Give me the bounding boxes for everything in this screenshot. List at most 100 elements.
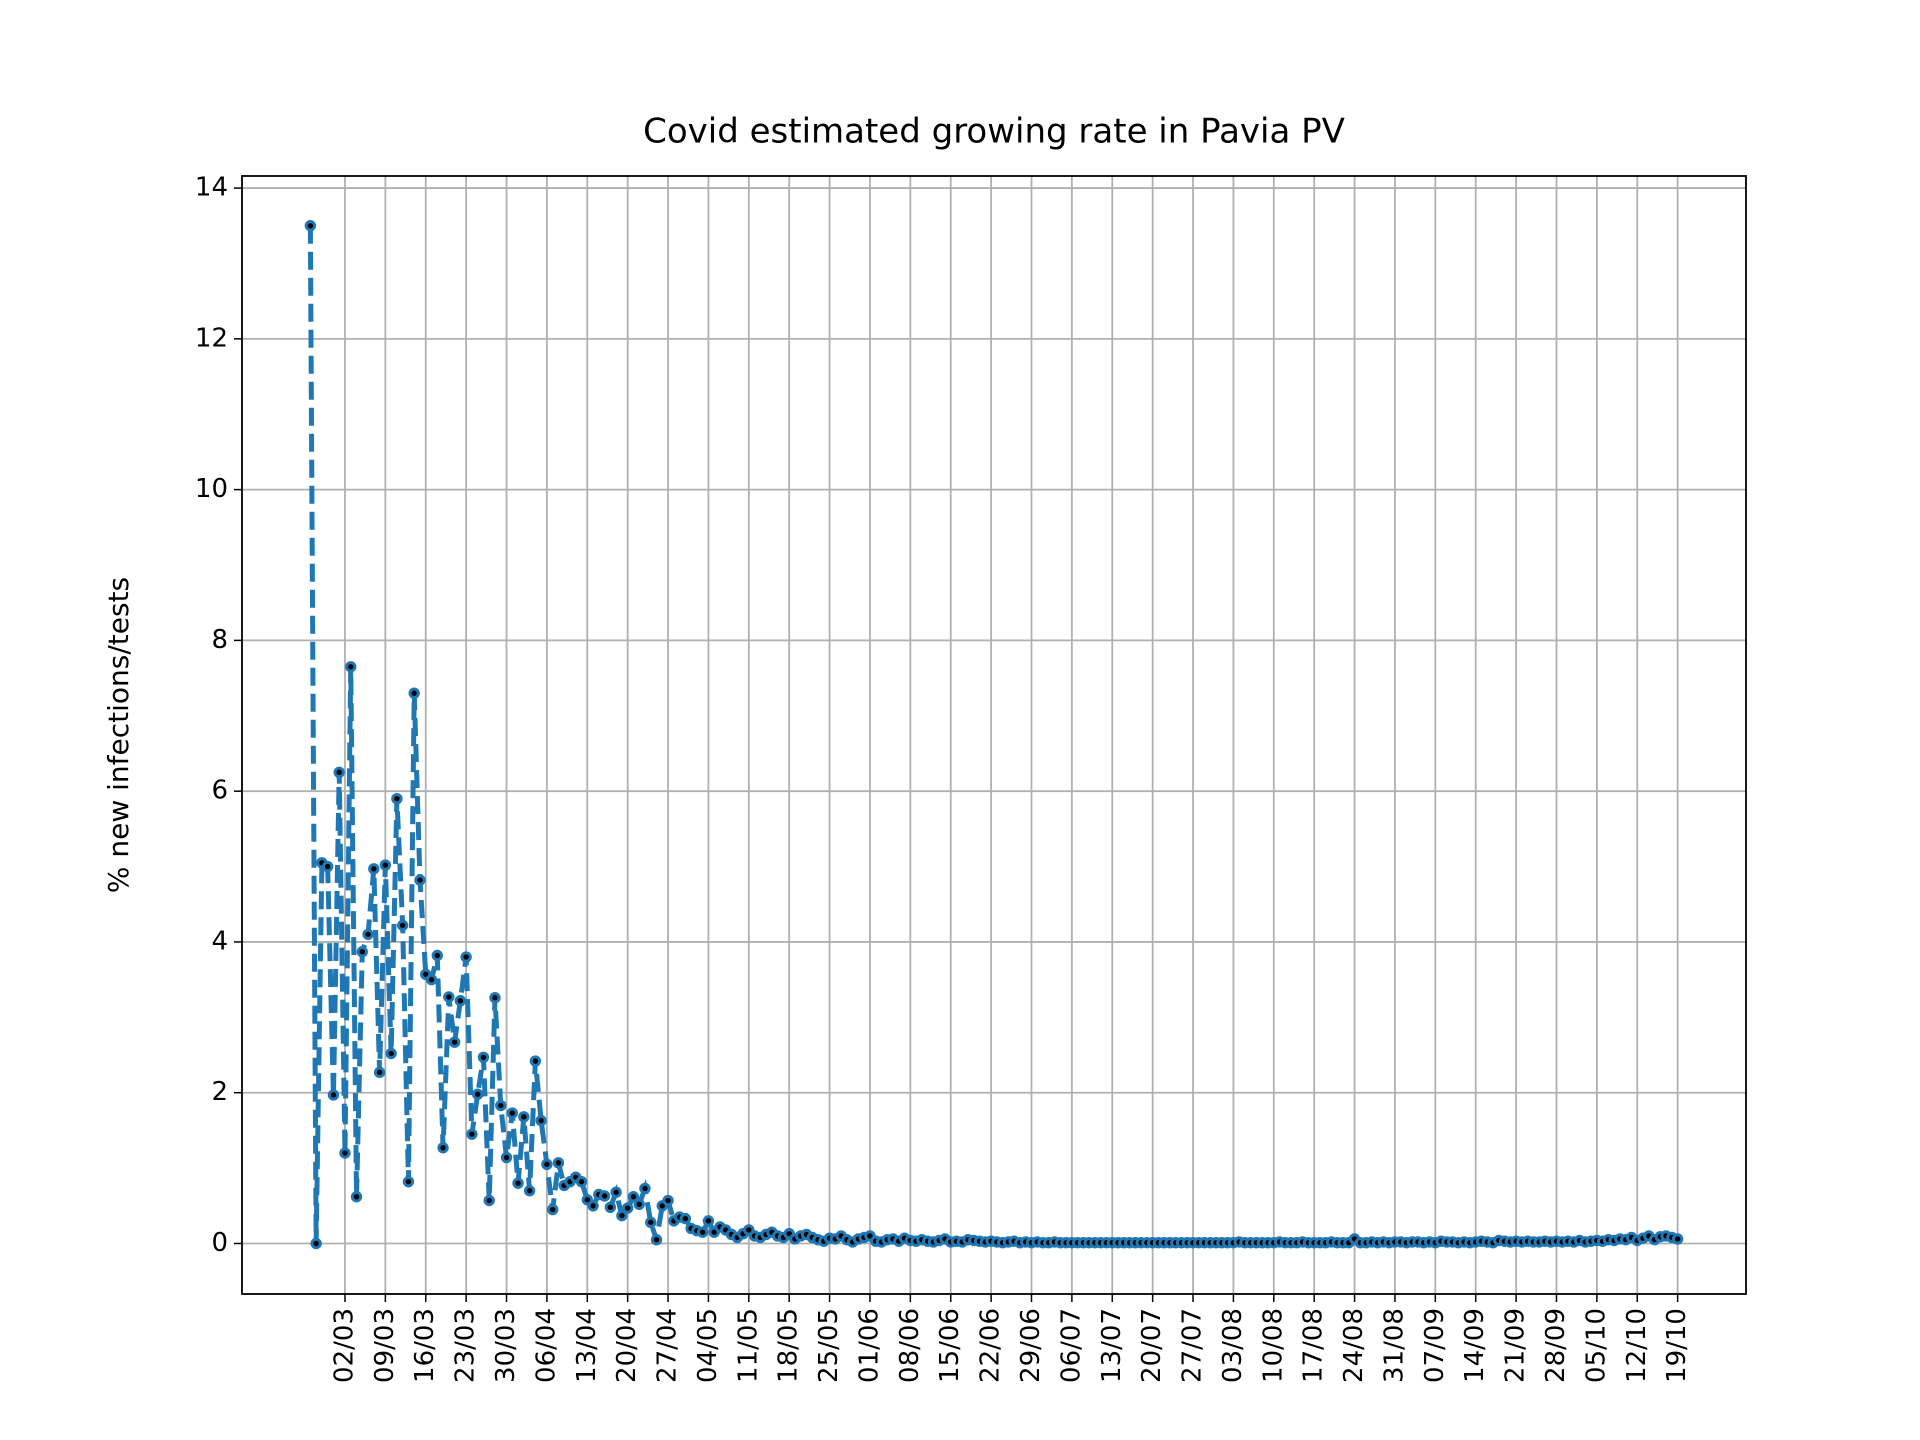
data-point [587,1200,599,1212]
data-point [327,1089,340,1101]
x-tick-label: 04/05 [693,1308,723,1383]
y-tick-label: 6 [211,776,228,806]
y-tick-label: 12 [195,323,228,353]
y-axis-label: % new infections/tests [102,577,135,893]
data-point [396,919,409,932]
x-tick-label: 17/08 [1299,1308,1329,1383]
data-point [443,991,455,1003]
x-tick-label: 09/03 [370,1308,400,1383]
data-point [304,220,317,232]
data-point [483,1194,495,1207]
data-point [414,874,426,886]
data-point [523,1185,536,1197]
data-point [333,766,345,779]
data-point [460,951,472,963]
data-point [535,1114,547,1127]
x-tick-label: 08/06 [895,1308,925,1383]
x-tick-label: 20/04 [612,1308,642,1383]
y-tick-label: 2 [211,1077,228,1107]
x-tick-label: 06/04 [531,1308,561,1383]
data-point [373,1066,386,1079]
data-point [454,995,467,1007]
data-point [645,1216,657,1229]
x-tick-label: 13/04 [572,1308,602,1383]
x-tick-label: 30/03 [491,1308,521,1383]
data-point [546,1203,559,1216]
x-tick-label: 24/08 [1339,1308,1369,1383]
x-tick-label: 05/10 [1581,1308,1611,1383]
data-point [350,1191,363,1203]
data-point [489,992,501,1004]
data-point [477,1051,490,1063]
x-tick-label: 18/05 [774,1308,804,1383]
x-tick-label: 19/10 [1662,1308,1692,1383]
data-point [321,860,334,873]
data-point [696,1226,709,1238]
x-tick-label: 28/09 [1541,1308,1571,1383]
data-point [1671,1233,1684,1245]
data-point [339,1147,351,1159]
x-tick-label: 16/03 [410,1308,440,1383]
x-tick-label: 14/09 [1460,1308,1490,1383]
x-tick-label: 11/05 [733,1308,763,1383]
data-point [356,946,368,958]
data-point [604,1201,617,1214]
y-tick-label: 0 [211,1228,228,1258]
x-tick-label: 13/07 [1097,1308,1127,1383]
x-tick-label: 27/07 [1178,1308,1208,1383]
data-point [518,1111,530,1123]
data-point [598,1190,611,1202]
data-point [425,973,438,986]
x-tick-label: 29/06 [1016,1308,1046,1383]
data-point [621,1202,634,1214]
data-point [345,661,357,673]
data-point [500,1151,513,1164]
data-point [541,1158,553,1171]
x-tick-label: 07/09 [1420,1308,1450,1383]
x-tick-label: 20/07 [1137,1308,1167,1383]
data-point [650,1234,663,1246]
data-point [702,1215,715,1227]
data-point [471,1088,484,1100]
data-point [575,1175,588,1188]
x-tick-label: 12/10 [1622,1308,1652,1383]
x-tick-label: 02/03 [329,1308,359,1383]
data-point [633,1198,645,1210]
x-tick-label: 27/04 [653,1308,683,1383]
y-tick-label: 4 [211,926,228,956]
data-point [431,949,443,962]
data-point [402,1175,415,1188]
x-tick-label: 22/06 [976,1308,1006,1383]
data-point [437,1142,449,1154]
plot-frame [241,175,1747,1295]
y-tick-label: 8 [211,625,228,655]
data-point [448,1036,461,1048]
data-point [495,1099,507,1112]
y-tick-label: 10 [195,474,228,504]
data-point [391,793,403,805]
x-tick-label: 15/06 [935,1308,965,1383]
data-point [610,1186,622,1198]
data-point [506,1107,518,1119]
x-tick-label: 01/06 [854,1308,884,1383]
x-tick-label: 23/03 [451,1308,481,1383]
data-point [466,1128,478,1140]
data-point [362,928,374,941]
data-point [512,1177,524,1189]
data-point [408,687,420,699]
chart-title: Covid estimated growing rate in Pavia PV [643,112,1345,152]
x-tick-label: 31/08 [1379,1308,1409,1383]
data-point [616,1209,628,1222]
data-point [379,859,392,871]
data-point [529,1055,542,1067]
y-tick-label: 14 [195,173,228,203]
data-point [385,1047,397,1060]
data-point [662,1194,674,1207]
data-point [679,1212,692,1225]
data-point [368,863,380,875]
x-tick-label: 21/09 [1501,1308,1531,1383]
x-tick-label: 25/05 [814,1308,844,1383]
